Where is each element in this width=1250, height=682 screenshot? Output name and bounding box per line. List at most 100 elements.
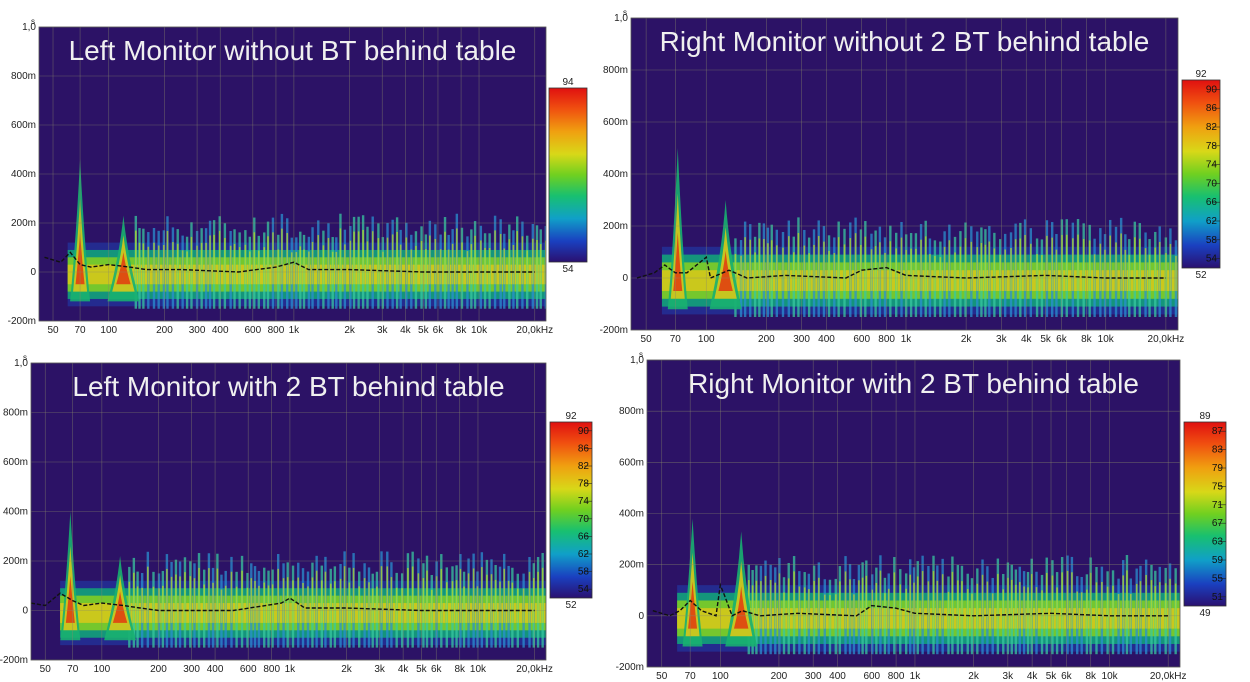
resonance-spike-core [941,574,944,629]
resonance-spike-core [417,573,420,623]
resonance-spike-core [828,250,830,291]
resonance-spike-core [158,588,160,623]
resonance-spike-core [537,571,539,623]
color-scale-label: 74 [1206,160,1218,171]
y-tick-label: 0 [638,611,644,622]
resonance-spike-core [1077,234,1079,291]
y-tick-label: 0 [30,267,36,278]
resonance-spike-core [241,570,243,623]
color-scale-label: 66 [578,531,590,542]
color-scale-bar [549,421,593,599]
resonance-spike-core [1024,234,1026,291]
resonance-spike-core [322,245,325,285]
x-tick-label: 3k [374,664,386,675]
resonance-spike-core [179,576,181,623]
resonance-spike-core [263,582,266,623]
x-tick-label: 4k [398,664,410,675]
resonance-spike-core [843,244,846,291]
resonance-spike-core [488,247,491,285]
resonance-spike-core [244,244,247,285]
resonance-spike-core [740,255,742,291]
resonance-spike-core [1019,238,1022,291]
resonance-spike-core [386,237,389,285]
resonance-spike-core [1128,254,1131,291]
resonance-spike-core [395,587,398,623]
resonance-spike-core [320,580,323,623]
resonance-spike-core [532,238,534,285]
y-axis-label: s [31,17,35,26]
resonance-spike-core [1015,584,1017,629]
x-tick-label: 6k [1061,671,1073,682]
resonance-spike-core [407,568,409,623]
resonance-spike-core [948,240,951,291]
resonance-spike-core [203,584,206,623]
color-scale-label: 82 [578,461,590,472]
resonance-spike-core [533,578,535,623]
resonance-spike-core [466,251,469,285]
resonance-spike-core [516,231,519,285]
resonance-spike-core [1145,574,1147,629]
resonance-spike-core [481,567,483,623]
resonance-spike-core [522,588,525,623]
y-tick-label: -200m [0,655,28,666]
resonance-spike-core [451,581,454,623]
resonance-spike-core [405,237,408,285]
resonance-spike-core [744,237,746,291]
resonance-spike-core [865,575,868,629]
resonance-spike-core [176,243,179,285]
chart-title: Right Monitor without 2 BT behind table [660,26,1150,57]
resonance-spike-core [1066,570,1069,629]
decay-ridge-line [44,251,535,273]
resonance-spike-core [362,229,364,285]
resonance-spike-core [879,570,882,629]
y-tick-label: -200m [600,325,628,336]
resonance-spike-core [281,228,283,285]
x-tick-label: 70 [670,334,682,345]
color-scale-label: 74 [578,496,590,507]
decay-ridge-line [652,582,1169,617]
resonance-spike-core [472,568,475,623]
resonance-spike-core [212,582,214,623]
color-scale-min-label: 54 [562,264,574,275]
resonance-spike-core [434,238,437,285]
x-tick-label: 2k [341,664,353,675]
resonance-spike-core [282,578,285,623]
color-scale-label: 87 [1212,426,1224,437]
resonance-spike-core [286,232,289,285]
resonance-spike-core [920,239,922,291]
resonance-spike-core [490,574,493,623]
resonance-spike-core [783,592,785,629]
resonance-spike-core [220,589,223,623]
resonance-spike-core [844,571,847,629]
resonance-spike-core [1095,582,1098,629]
resonance-spike-core [910,248,912,291]
chart-panel-bottom-left: 50 70 100 200 300 400 600 800 1k 2k 3k 4k 5k 6k 8k 10k 2… [0,353,593,675]
resonance-spike-core [545,240,546,285]
y-tick-label: 1,0 [22,22,36,33]
resonance-spike-core [484,247,486,285]
x-tick-label: 800 [263,664,280,675]
y-tick-label: 200m [619,560,644,571]
x-tick-label: 8k [454,664,466,675]
resonance-spike-core [459,568,462,623]
color-scale-bar [1183,421,1227,607]
x-tick-label: 2k [961,334,973,345]
resonance-spike-core [295,252,298,285]
color-scale-label: 58 [578,567,590,578]
x-tick-label: 10k [470,664,487,675]
resonance-spike-core [1086,589,1088,629]
resonance-spike-core [238,247,241,285]
x-tick-label: 4k [400,325,412,336]
resonance-spike-core [1158,582,1161,629]
resonance-spike-core [1135,583,1138,629]
resonance-spike-core [324,571,327,623]
resonance-spike-core [909,574,912,629]
resonance-spike-core [299,246,302,285]
chart-title: Right Monitor with 2 BT behind table [688,368,1139,399]
x-tick-label: 20,0kHz [516,664,553,675]
resonance-spike-core [1023,586,1025,629]
resonance-spike-core [136,586,139,623]
resonance-spike-core [870,249,873,291]
resonance-spike-core [808,589,810,629]
